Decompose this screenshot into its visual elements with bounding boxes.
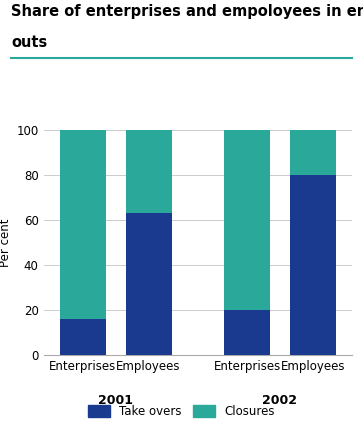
Bar xyxy=(290,175,336,355)
Legend: Take overs, Closures: Take overs, Closures xyxy=(84,400,279,423)
Bar xyxy=(126,130,172,213)
Bar xyxy=(290,130,336,175)
Bar xyxy=(224,310,270,355)
Text: Share of enterprises and empoloyees in enterprise drop: Share of enterprises and empoloyees in e… xyxy=(11,4,363,19)
Text: 2002: 2002 xyxy=(262,394,297,407)
Text: outs: outs xyxy=(11,35,47,50)
Bar xyxy=(60,130,106,319)
Bar xyxy=(126,213,172,355)
Bar xyxy=(60,319,106,355)
Y-axis label: Per cent: Per cent xyxy=(0,218,12,267)
Text: 2001: 2001 xyxy=(98,394,133,407)
Bar xyxy=(224,130,270,310)
